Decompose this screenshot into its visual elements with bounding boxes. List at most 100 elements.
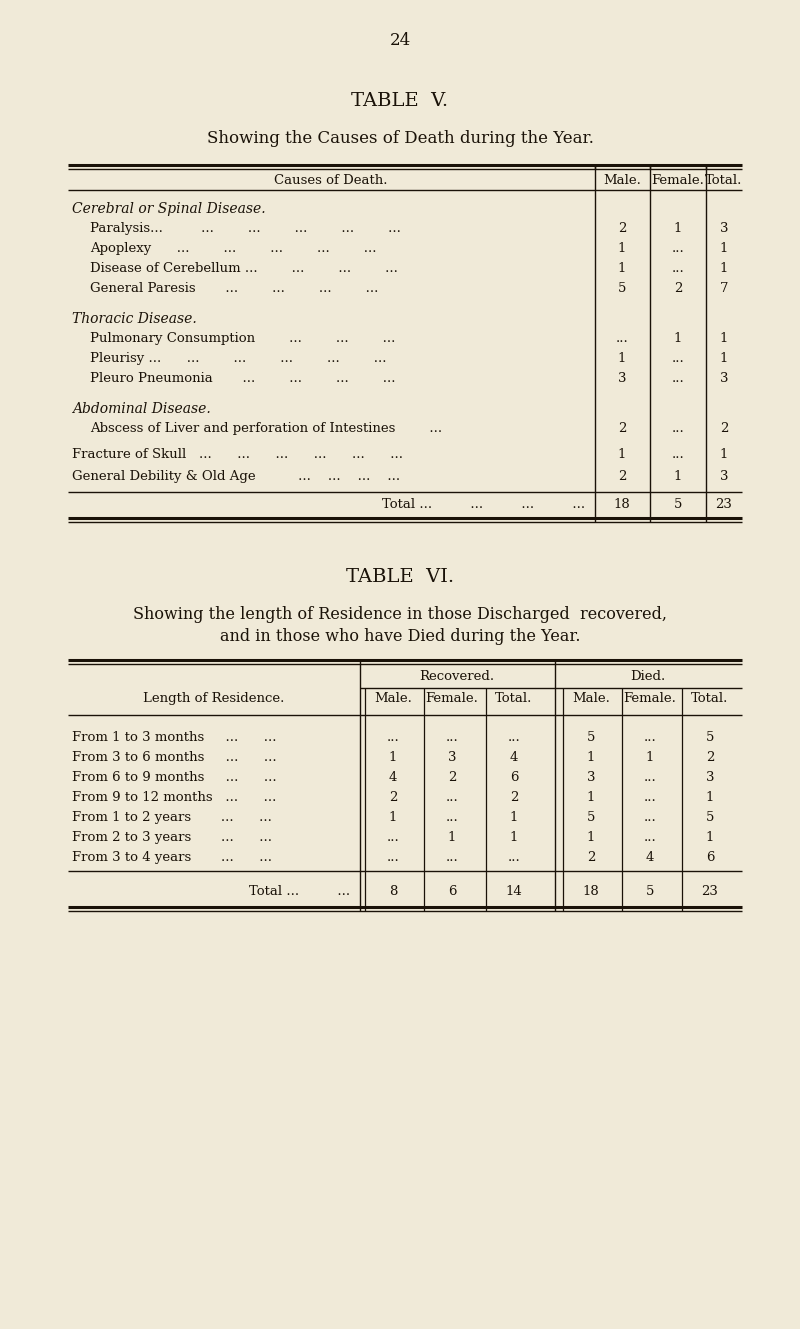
Text: 4: 4 <box>646 851 654 864</box>
Text: ...: ... <box>672 242 684 255</box>
Text: 1: 1 <box>646 751 654 764</box>
Text: 1: 1 <box>720 262 728 275</box>
Text: ...: ... <box>386 831 399 844</box>
Text: Pulmonary Consumption        ...        ...        ...: Pulmonary Consumption ... ... ... <box>90 332 395 346</box>
Text: ...: ... <box>672 448 684 461</box>
Text: 3: 3 <box>618 372 626 385</box>
Text: From 6 to 9 months     ...      ...: From 6 to 9 months ... ... <box>72 771 277 784</box>
Text: 1: 1 <box>618 262 626 275</box>
Text: 2: 2 <box>618 423 626 435</box>
Text: ...: ... <box>644 731 656 744</box>
Text: 3: 3 <box>720 222 728 235</box>
Text: 18: 18 <box>614 498 630 510</box>
Text: TABLE  VI.: TABLE VI. <box>346 567 454 586</box>
Text: 2: 2 <box>510 791 518 804</box>
Text: ...: ... <box>446 791 458 804</box>
Text: Pleuro Pneumonia       ...        ...        ...        ...: Pleuro Pneumonia ... ... ... ... <box>90 372 395 385</box>
Text: From 1 to 3 months     ...      ...: From 1 to 3 months ... ... <box>72 731 277 744</box>
Text: From 3 to 4 years       ...      ...: From 3 to 4 years ... ... <box>72 851 272 864</box>
Text: 3: 3 <box>586 771 595 784</box>
Text: ...: ... <box>508 731 520 744</box>
Text: ...: ... <box>446 851 458 864</box>
Text: 14: 14 <box>506 885 522 898</box>
Text: 1: 1 <box>720 332 728 346</box>
Text: From 3 to 6 months     ...      ...: From 3 to 6 months ... ... <box>72 751 277 764</box>
Text: 23: 23 <box>702 885 718 898</box>
Text: 1: 1 <box>720 352 728 365</box>
Text: 1: 1 <box>618 448 626 461</box>
Text: TABLE  V.: TABLE V. <box>351 92 449 110</box>
Text: 2: 2 <box>674 282 682 295</box>
Text: 2: 2 <box>618 470 626 482</box>
Text: 1: 1 <box>674 332 682 346</box>
Text: 2: 2 <box>618 222 626 235</box>
Text: 18: 18 <box>582 885 599 898</box>
Text: 1: 1 <box>587 831 595 844</box>
Text: Male.: Male. <box>572 692 610 704</box>
Text: 5: 5 <box>587 731 595 744</box>
Text: 6: 6 <box>448 885 456 898</box>
Text: Female.: Female. <box>426 692 478 704</box>
Text: 5: 5 <box>706 731 714 744</box>
Text: 5: 5 <box>646 885 654 898</box>
Text: Male.: Male. <box>374 692 412 704</box>
Text: 23: 23 <box>715 498 733 510</box>
Text: ...: ... <box>644 811 656 824</box>
Text: Length of Residence.: Length of Residence. <box>143 692 285 704</box>
Text: Paralysis...         ...        ...        ...        ...        ...: Paralysis... ... ... ... ... ... <box>90 222 401 235</box>
Text: ...: ... <box>386 731 399 744</box>
Text: ...: ... <box>508 851 520 864</box>
Text: 3: 3 <box>448 751 456 764</box>
Text: 3: 3 <box>706 771 714 784</box>
Text: 1: 1 <box>587 751 595 764</box>
Text: Showing the length of Residence in those Discharged  recovered,: Showing the length of Residence in those… <box>133 606 667 623</box>
Text: 5: 5 <box>618 282 626 295</box>
Text: ...: ... <box>672 423 684 435</box>
Text: 1: 1 <box>510 811 518 824</box>
Text: 1: 1 <box>706 831 714 844</box>
Text: Abscess of Liver and perforation of Intestines        ...: Abscess of Liver and perforation of Inte… <box>90 423 442 435</box>
Text: 1: 1 <box>448 831 456 844</box>
Text: Total.: Total. <box>495 692 533 704</box>
Text: From 2 to 3 years       ...      ...: From 2 to 3 years ... ... <box>72 831 272 844</box>
Text: 5: 5 <box>587 811 595 824</box>
Text: Pleurisy ...      ...        ...        ...        ...        ...: Pleurisy ... ... ... ... ... ... <box>90 352 386 365</box>
Text: 3: 3 <box>720 372 728 385</box>
Text: 5: 5 <box>706 811 714 824</box>
Text: 1: 1 <box>706 791 714 804</box>
Text: 2: 2 <box>448 771 456 784</box>
Text: Total.: Total. <box>706 174 742 187</box>
Text: ...: ... <box>446 731 458 744</box>
Text: Disease of Cerebellum ...        ...        ...        ...: Disease of Cerebellum ... ... ... ... <box>90 262 398 275</box>
Text: Showing the Causes of Death during the Year.: Showing the Causes of Death during the Y… <box>206 130 594 148</box>
Text: Died.: Died. <box>630 670 666 683</box>
Text: ...: ... <box>644 771 656 784</box>
Text: Female.: Female. <box>651 174 705 187</box>
Text: ...: ... <box>386 851 399 864</box>
Text: Female.: Female. <box>623 692 677 704</box>
Text: 1: 1 <box>510 831 518 844</box>
Text: 24: 24 <box>390 32 410 49</box>
Text: 2: 2 <box>706 751 714 764</box>
Text: Apoplexy      ...        ...        ...        ...        ...: Apoplexy ... ... ... ... ... <box>90 242 377 255</box>
Text: ...: ... <box>672 372 684 385</box>
Text: Thoracic Disease.: Thoracic Disease. <box>72 312 197 326</box>
Text: ...: ... <box>672 262 684 275</box>
Text: General Debility & Old Age          ...    ...    ...    ...: General Debility & Old Age ... ... ... .… <box>72 470 400 482</box>
Text: ...: ... <box>644 831 656 844</box>
Text: ...: ... <box>616 332 628 346</box>
Text: 1: 1 <box>389 811 397 824</box>
Text: Cerebral or Spinal Disease.: Cerebral or Spinal Disease. <box>72 202 266 217</box>
Text: 1: 1 <box>674 470 682 482</box>
Text: Total ...         ...         ...         ...: Total ... ... ... ... <box>382 498 585 510</box>
Text: Abdominal Disease.: Abdominal Disease. <box>72 401 210 416</box>
Text: ...: ... <box>672 352 684 365</box>
Text: 4: 4 <box>389 771 397 784</box>
Text: 2: 2 <box>389 791 397 804</box>
Text: ...: ... <box>446 811 458 824</box>
Text: ...: ... <box>644 791 656 804</box>
Text: 1: 1 <box>618 242 626 255</box>
Text: From 1 to 2 years       ...      ...: From 1 to 2 years ... ... <box>72 811 272 824</box>
Text: 1: 1 <box>618 352 626 365</box>
Text: Fracture of Skull   ...      ...      ...      ...      ...      ...: Fracture of Skull ... ... ... ... ... ..… <box>72 448 403 461</box>
